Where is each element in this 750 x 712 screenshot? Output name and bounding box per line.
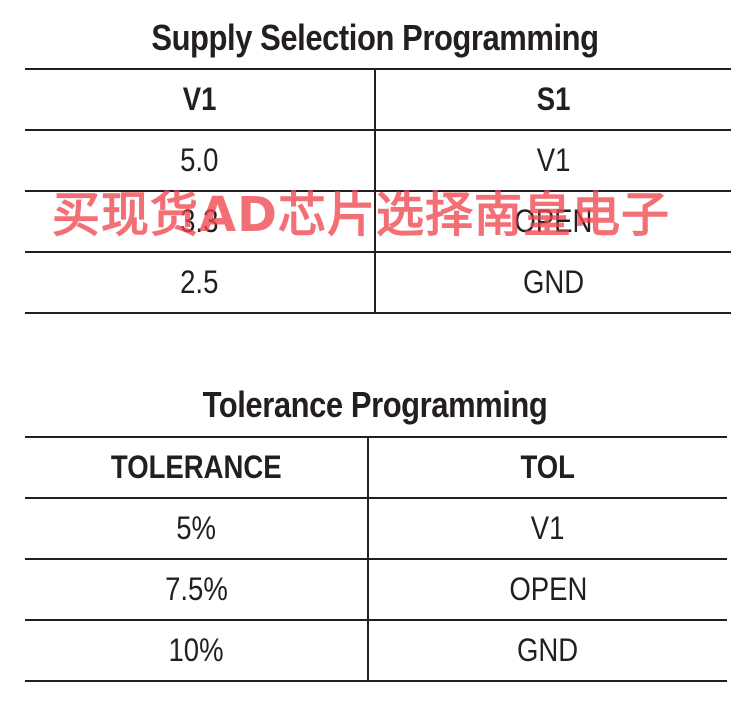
tolerance-cell: 5% xyxy=(25,498,369,560)
table-row: 3.3 OPEN xyxy=(25,191,731,253)
table-row: 5% V1 xyxy=(25,498,727,560)
tol-cell: GND xyxy=(368,620,727,682)
table-header-row: TOLERANCE TOL xyxy=(25,436,727,499)
supply-selection-title: Supply Selection Programming xyxy=(151,17,599,58)
tolerance-programming-title: Tolerance Programming xyxy=(202,384,548,425)
v1-cell: 2.5 xyxy=(25,252,376,314)
tolerance-programming-table: TOLERANCE TOL 5% V1 7.5% OPEN 10% GND xyxy=(25,436,727,682)
tolerance-cell: 10% xyxy=(25,620,369,682)
tol-cell: OPEN xyxy=(368,559,727,621)
s1-cell: OPEN xyxy=(375,191,731,253)
s1-cell: V1 xyxy=(375,130,731,192)
s1-cell: GND xyxy=(375,252,731,314)
column-header-v1: V1 xyxy=(25,68,376,131)
table-header-row: V1 S1 xyxy=(25,68,731,131)
table-row: 7.5% OPEN xyxy=(25,559,727,621)
v1-cell: 5.0 xyxy=(25,130,376,192)
tolerance-cell: 7.5% xyxy=(25,559,369,621)
column-header-s1: S1 xyxy=(375,68,731,131)
column-header-tol: TOL xyxy=(368,436,727,499)
table-row: 5.0 V1 xyxy=(25,130,731,192)
table-row: 10% GND xyxy=(25,620,727,682)
tol-cell: V1 xyxy=(368,498,727,560)
column-header-tolerance: TOLERANCE xyxy=(25,436,369,499)
v1-cell: 3.3 xyxy=(25,191,376,253)
supply-selection-table: V1 S1 5.0 V1 3.3 OPEN 2.5 GND xyxy=(25,68,731,314)
table-row: 2.5 GND xyxy=(25,252,731,314)
